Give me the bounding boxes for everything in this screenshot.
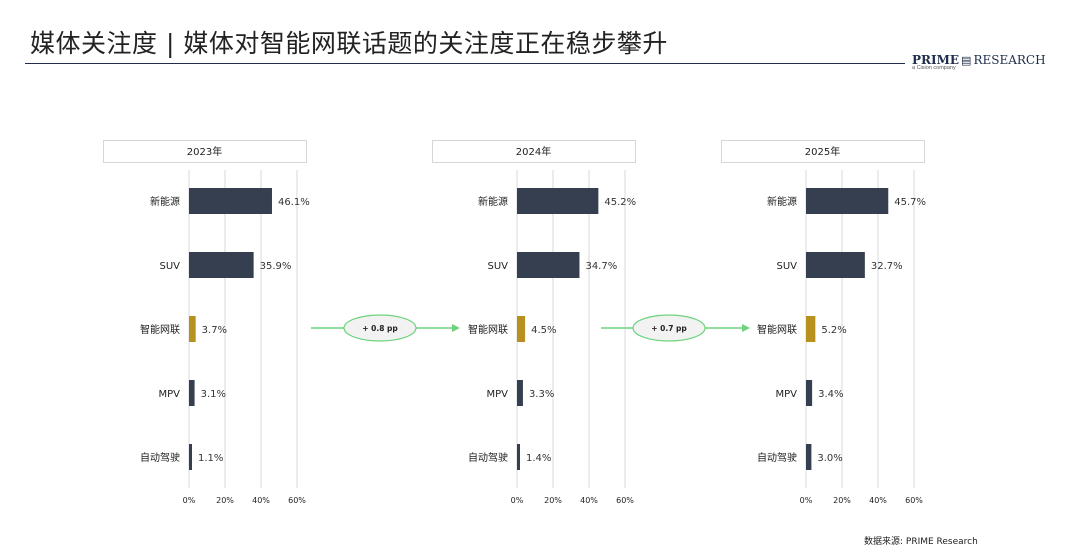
- x-tick-label: 60%: [616, 496, 634, 505]
- bar: [806, 316, 816, 342]
- arrow-head-icon: [452, 324, 460, 332]
- chart-title-box: [103, 140, 307, 163]
- category-label: SUV: [776, 261, 797, 272]
- data-label: 35.9%: [260, 261, 292, 272]
- category-label: 智能网联: [757, 323, 797, 336]
- bar: [189, 444, 192, 470]
- chart-title: 2025年: [805, 145, 840, 158]
- bar: [517, 252, 580, 278]
- change-ellipse: [632, 314, 706, 342]
- x-tick-label: 60%: [905, 496, 923, 505]
- logo-wordmark: PRIME ▤ RESEARCH: [912, 53, 1046, 67]
- chart-panel-2: 2024年 0% 20% 40% 60% 新能源 45.2% SUV 34.7% 智能网联 4.5%…: [432, 140, 636, 505]
- x-tick-label: 40%: [252, 496, 270, 505]
- chart-title: 2023年: [187, 145, 222, 158]
- chart-panel-3: 2025年 0% 20% 40% 60% 新能源 45.7% SUV 32.7% 智能网联 5.2%…: [721, 140, 926, 505]
- prime-research-logo: PRIME ▤ RESEARCH a Cision company: [912, 53, 1046, 71]
- x-tick-label: 0%: [800, 496, 813, 505]
- data-source: 数据来源: PRIME Research: [864, 537, 978, 547]
- category-label: 智能网联: [140, 323, 180, 336]
- data-label: 4.5%: [531, 325, 556, 336]
- bar: [806, 252, 865, 278]
- data-label: 3.3%: [529, 389, 554, 400]
- change-ellipse: [343, 314, 417, 342]
- x-tick-label: 0%: [183, 496, 196, 505]
- change-annotation-2: + 0.7 pp: [601, 314, 750, 342]
- change-label: + 0.7 pp: [651, 324, 687, 333]
- category-label: 智能网联: [468, 323, 508, 336]
- x-tick-label: 40%: [869, 496, 887, 505]
- x-tick-label: 0%: [511, 496, 524, 505]
- arrow-head-icon: [742, 324, 750, 332]
- category-label: MPV: [776, 389, 798, 400]
- data-label: 3.4%: [818, 389, 843, 400]
- data-label: 45.7%: [894, 197, 926, 208]
- category-label: SUV: [159, 261, 180, 272]
- bar: [517, 380, 523, 406]
- data-label: 3.7%: [202, 325, 227, 336]
- chart-title-box: [432, 140, 636, 163]
- category-label: 自动驾驶: [757, 451, 797, 464]
- bar: [517, 444, 520, 470]
- category-label: MPV: [487, 389, 509, 400]
- category-label: MPV: [159, 389, 181, 400]
- change-annotation-1: + 0.8 pp: [311, 314, 460, 342]
- data-label: 45.2%: [604, 197, 636, 208]
- bar: [806, 188, 889, 214]
- x-tick-label: 20%: [216, 496, 234, 505]
- category-label: 新能源: [150, 195, 180, 208]
- x-tick-label: 40%: [580, 496, 598, 505]
- data-label: 32.7%: [871, 261, 903, 272]
- data-label: 3.1%: [201, 389, 226, 400]
- bar: [806, 444, 812, 470]
- x-tick-label: 20%: [544, 496, 562, 505]
- bar: [517, 188, 599, 214]
- x-tick-label: 60%: [288, 496, 306, 505]
- category-label: SUV: [487, 261, 508, 272]
- bar: [189, 316, 196, 342]
- bar: [189, 188, 272, 214]
- category-label: 新能源: [767, 195, 797, 208]
- bar: [189, 252, 254, 278]
- category-label: 自动驾驶: [468, 451, 508, 464]
- data-label: 34.7%: [585, 261, 617, 272]
- title-divider: [25, 63, 905, 64]
- logo-brand-bold: PRIME: [912, 53, 960, 67]
- logo-brand-rest: RESEARCH: [973, 53, 1046, 67]
- category-label: 自动驾驶: [140, 451, 180, 464]
- category-label: 新能源: [478, 195, 508, 208]
- data-label: 46.1%: [278, 197, 310, 208]
- chart-title: 2024年: [516, 145, 551, 158]
- data-label: 1.1%: [198, 453, 223, 464]
- logo-book-icon: ▤: [961, 54, 972, 67]
- bar: [189, 380, 195, 406]
- logo-tagline: a Cision company: [912, 65, 956, 71]
- x-tick-label: 20%: [833, 496, 851, 505]
- bar: [517, 316, 526, 342]
- chart-panel-1: 2023年 0% 20% 40% 60% 新能源 46.1% SUV 35.9% 智能网联 3.7%…: [103, 140, 310, 505]
- page-title: 媒体关注度 | 媒体对智能网联话题的关注度正在稳步攀升: [30, 29, 668, 58]
- data-label: 3.0%: [817, 453, 842, 464]
- data-label: 1.4%: [526, 453, 551, 464]
- data-label: 5.2%: [821, 325, 846, 336]
- chart-title-box: [721, 140, 925, 163]
- bar: [806, 380, 813, 406]
- change-label: + 0.8 pp: [362, 324, 398, 333]
